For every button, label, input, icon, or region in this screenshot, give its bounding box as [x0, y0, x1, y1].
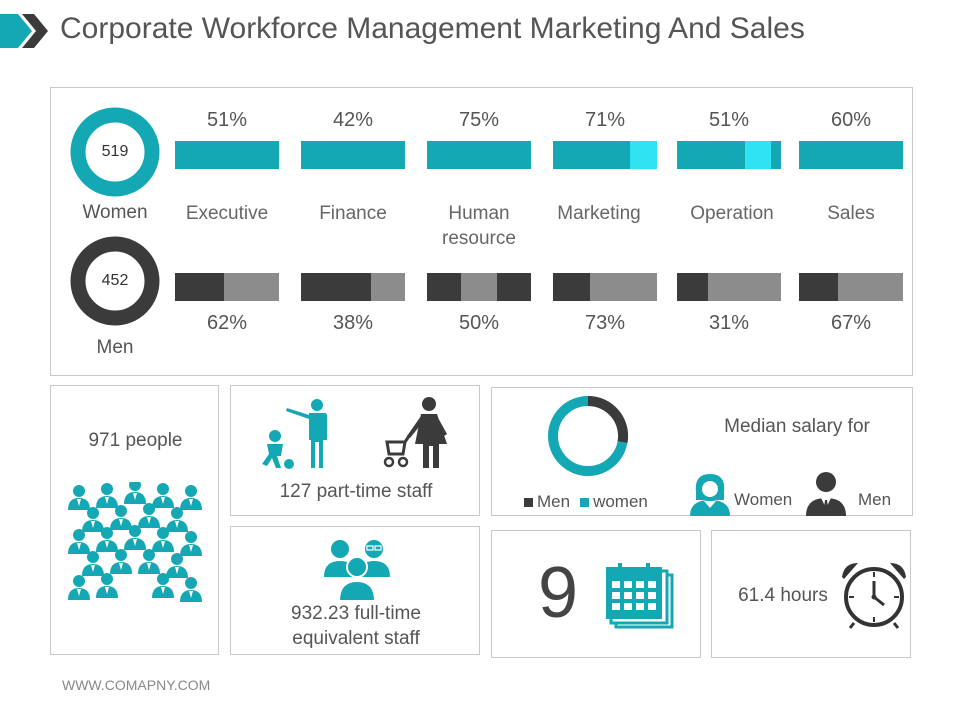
- men-bar-human-resource: [427, 273, 531, 301]
- men-bar-finance: [301, 273, 405, 301]
- women-pct-sales: 60%: [830, 109, 872, 131]
- salary-men-label: Men: [858, 490, 892, 509]
- legend-women-label: women: [593, 492, 648, 511]
- team-icon: [324, 540, 390, 602]
- men-women-donut-chart: [548, 395, 629, 476]
- dept-label-operation: Operation: [690, 203, 774, 224]
- women-swatch: [580, 497, 590, 507]
- woman-avatar-icon: [690, 474, 730, 516]
- women-bar-operation: [677, 141, 781, 169]
- full-time-panel: 932.23 full-time equivalent staff: [230, 526, 480, 655]
- part-time-text: 127 part-time staff: [279, 481, 433, 502]
- women-bar-finance: [301, 141, 405, 169]
- dept-label-sales: Sales: [827, 203, 875, 224]
- men-swatch: [524, 497, 533, 507]
- men-bar-marketing: [553, 273, 657, 301]
- calendar-panel: 9: [491, 530, 701, 658]
- women-pct-operation: 51%: [708, 109, 750, 131]
- women-pct-executive: 51%: [206, 109, 248, 131]
- men-pct-sales: 67%: [830, 312, 872, 334]
- salary-women-label: Women: [734, 490, 793, 509]
- women-bar-marketing: [553, 141, 657, 169]
- men-pct-finance: 38%: [332, 312, 374, 334]
- salary-panel: Men women Median salary for Women Men: [491, 387, 913, 516]
- men-bar-executive: [175, 273, 279, 301]
- dept-label-human-resource: Human resource: [442, 203, 516, 249]
- people-count-text: 971 people: [88, 430, 183, 451]
- footer-url: WWW.COMAPNY.COM: [62, 677, 211, 693]
- crowd-icon: [68, 482, 202, 602]
- women-label: Women: [82, 202, 148, 223]
- dept-label-marketing: Marketing: [557, 203, 641, 224]
- men-pct-human-resource: 50%: [458, 312, 500, 334]
- women-bar-human-resource: [427, 141, 531, 169]
- women-ring-icon: [70, 107, 160, 197]
- women-count: 519: [101, 143, 129, 160]
- men-pct-executive: 62%: [206, 312, 248, 334]
- men-label: Men: [96, 337, 134, 358]
- department-breakdown-panel: 519 Women 452 Men 51% Executive 62% 42% …: [50, 87, 913, 376]
- dept-label-executive: Executive: [185, 203, 269, 224]
- man-avatar-icon: [806, 472, 846, 516]
- legend-men-label: Men: [537, 492, 571, 511]
- women-bar-executive: [175, 141, 279, 169]
- men-count: 452: [101, 272, 129, 289]
- men-pct-operation: 31%: [708, 312, 750, 334]
- hours-text: 61.4 hours: [738, 585, 828, 606]
- men-bar-operation: [677, 273, 781, 301]
- mother-stroller-icon: [383, 397, 447, 468]
- women-pct-marketing: 71%: [584, 109, 626, 131]
- parent-child-icon: [262, 399, 327, 469]
- salary-legend: Men women: [524, 492, 648, 512]
- part-time-panel: 127 part-time staff: [230, 385, 480, 516]
- women-pct-human-resource: 75%: [458, 109, 500, 131]
- header-chevron-icon: [0, 14, 48, 48]
- dept-label-finance: Finance: [319, 203, 387, 224]
- calendar-value: 9: [538, 553, 579, 633]
- page-title: Corporate Workforce Management Marketing…: [60, 12, 805, 45]
- salary-title: Median salary for: [724, 416, 870, 437]
- men-bar-sales: [799, 273, 903, 301]
- women-pct-finance: 42%: [332, 109, 374, 131]
- women-bar-sales: [799, 141, 903, 169]
- hours-panel: 61.4 hours: [711, 530, 911, 658]
- people-panel: 971 people: [50, 385, 219, 655]
- alarm-clock-icon: [842, 563, 906, 629]
- men-pct-marketing: 73%: [584, 312, 626, 334]
- full-time-text: 932.23 full-time equivalent staff: [291, 603, 421, 649]
- men-ring-icon: [70, 236, 160, 326]
- calendar-icon: [606, 563, 674, 629]
